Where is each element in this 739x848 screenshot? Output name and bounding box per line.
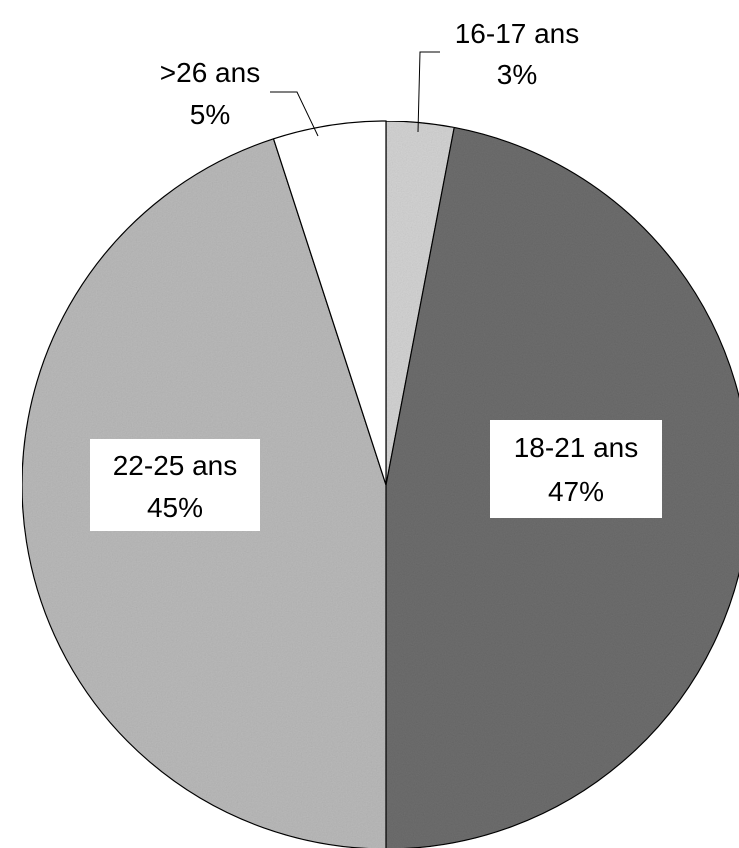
- leader-lines: [270, 51, 440, 137]
- slice-value-label: 5%: [190, 99, 230, 130]
- leader-line-over-26-ans: [270, 91, 319, 137]
- slice-value-label: 45%: [147, 492, 203, 523]
- label-box-18-21-ans: [490, 420, 662, 518]
- pie-slice-over-26-ans: [272, 120, 387, 486]
- slice-value-label: 3%: [497, 59, 537, 90]
- label-box-22-25-ans: [90, 439, 260, 531]
- slice-value-label: 47%: [548, 476, 604, 507]
- slice-labels: 16-17 ans 3% 18-21 ans 47% 22-25 ans 45% >26 a…: [90, 18, 662, 531]
- leader-line-16-17-ans: [417, 51, 440, 133]
- slice-category-label: 16-17 ans: [455, 18, 580, 49]
- slice-category-label: 18-21 ans: [514, 432, 639, 463]
- slice-category-label: 22-25 ans: [113, 450, 238, 481]
- slice-category-label: >26 ans: [160, 57, 260, 88]
